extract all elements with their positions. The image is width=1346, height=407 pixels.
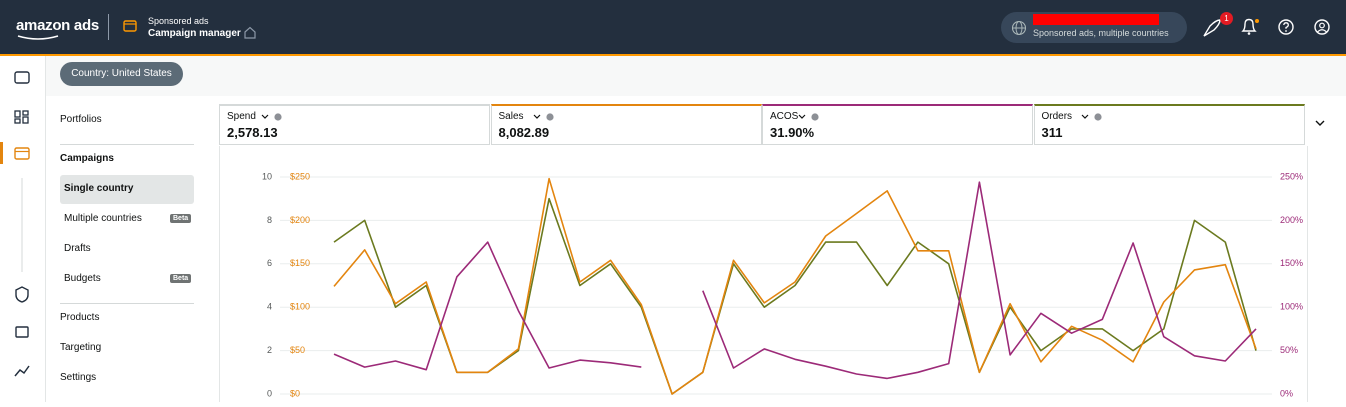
series-line: [333, 197, 1257, 395]
campaign-icon: [123, 20, 137, 32]
sidebar: Portfolios Campaigns Single country Multipl…: [46, 96, 205, 402]
y2-tick-label: $50: [290, 345, 305, 355]
series-line: [333, 177, 1257, 395]
metric-card[interactable]: ACOS 31.90%: [762, 104, 1033, 145]
y2-tick-label: $200: [290, 215, 310, 225]
notification-badge: 1: [1220, 12, 1233, 25]
nav-item[interactable]: Multiple countries: [64, 213, 142, 224]
top-bar: amazon ads Sponsored ads Campaign manage…: [0, 0, 1346, 56]
nav-item[interactable]: Budgets: [64, 273, 101, 284]
metric-icons: [533, 113, 554, 121]
nav-divider: [60, 144, 194, 145]
y2-tick-label: $150: [290, 258, 310, 268]
nav-item[interactable]: Settings: [60, 372, 97, 383]
beta-badge: Beta: [170, 274, 192, 283]
logo[interactable]: amazon ads: [16, 17, 99, 34]
account-switcher[interactable]: Sponsored ads, multiple countries: [1001, 12, 1187, 43]
metric-label: Orders: [1041, 111, 1073, 122]
section-name: Campaign manager: [148, 28, 241, 39]
metric-label: Spend: [227, 111, 256, 122]
y-tick-label: 10: [262, 171, 272, 181]
y-tick-label: 2: [267, 345, 272, 355]
bell-icon[interactable]: [1239, 16, 1261, 38]
y3-tick-label: 150%: [1280, 258, 1303, 268]
chart-frame: [219, 146, 1308, 402]
icon-rail: [0, 56, 46, 402]
metric-label: ACOS: [770, 111, 799, 122]
metric-card[interactable]: Orders 311: [1033, 104, 1305, 145]
metric-icons: [261, 113, 282, 121]
country-filter[interactable]: Country: United States: [60, 62, 183, 86]
nav-item[interactable]: Single country: [64, 183, 134, 194]
y3-tick-label: 0%: [1280, 388, 1293, 398]
metric-icons: [1081, 113, 1102, 121]
metrics-expand[interactable]: [1313, 117, 1327, 129]
y-tick-label: 4: [267, 302, 272, 312]
y3-tick-label: 200%: [1280, 215, 1303, 225]
metric-card[interactable]: Sales 8,082.89: [490, 104, 762, 145]
redacted-account-name: [1033, 14, 1159, 25]
profile-icon[interactable]: [1313, 18, 1331, 36]
nav-item[interactable]: Drafts: [64, 243, 91, 254]
series-line: [333, 181, 1257, 380]
nav-selected-bg: [60, 175, 194, 204]
home-icon[interactable]: [243, 26, 257, 39]
y-tick-label: 0: [267, 388, 272, 398]
logo-smile: [17, 35, 59, 40]
metric-value: 2,578.13: [227, 125, 278, 140]
metric-label: Sales: [498, 111, 524, 122]
metric-value: 8,082.89: [498, 125, 550, 140]
metric-icons: [798, 113, 819, 121]
metric-value: 311: [1041, 125, 1063, 140]
help-icon[interactable]: [1277, 18, 1295, 36]
metric-value: 31.90%: [770, 125, 815, 140]
product-name: Sponsored ads: [148, 16, 209, 26]
y2-tick-label: $250: [290, 171, 310, 181]
divider: [108, 14, 109, 40]
nav-section: Campaigns: [60, 153, 114, 164]
beta-badge: Beta: [170, 214, 192, 223]
metric-card[interactable]: Spend 2,578.13: [219, 104, 490, 145]
nav-item[interactable]: Products: [60, 312, 100, 323]
y2-tick-label: $100: [290, 302, 310, 312]
nav-item[interactable]: Targeting: [60, 342, 102, 353]
rail-icons: [0, 71, 30, 377]
nav-divider: [60, 303, 194, 304]
y3-tick-label: 50%: [1280, 345, 1298, 355]
y2-tick-label: $0: [290, 388, 300, 398]
y-tick-label: 8: [267, 215, 272, 225]
y3-tick-label: 250%: [1280, 171, 1303, 181]
nav-item[interactable]: Portfolios: [60, 114, 102, 125]
globe-icon: [1011, 20, 1027, 36]
account-subtitle: Sponsored ads, multiple countries: [1033, 28, 1169, 38]
y-tick-label: 6: [267, 258, 272, 268]
y3-tick-label: 100%: [1280, 302, 1303, 312]
